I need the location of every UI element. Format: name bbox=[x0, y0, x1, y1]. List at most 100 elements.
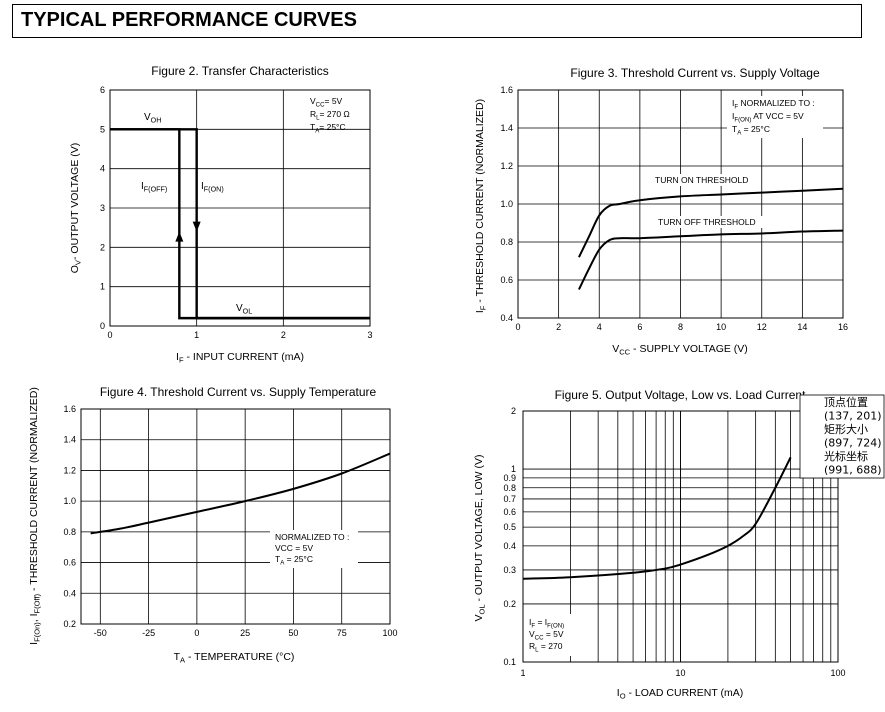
y-tick-label: 3 bbox=[100, 203, 105, 213]
fig3-plot-frame bbox=[517, 89, 844, 319]
y-tick-label: 1.6 bbox=[500, 85, 513, 95]
x-tick-label: 16 bbox=[838, 322, 848, 332]
y-tick-label: 0.1 bbox=[503, 657, 516, 667]
x-tick-label: 8 bbox=[678, 322, 683, 332]
y-tick-label: 0 bbox=[100, 321, 105, 331]
y-tick-label: 0.4 bbox=[500, 313, 513, 323]
fig5-y-axis-label: VOL - OUTPUT VOLTAGE, LOW (V) bbox=[473, 454, 487, 621]
fig5-plot-frame bbox=[522, 410, 839, 663]
y-tick-label: 0.7 bbox=[503, 494, 516, 504]
x-tick-label: 2 bbox=[556, 322, 561, 332]
x-tick-label: 10 bbox=[716, 322, 726, 332]
fig4-note-bg bbox=[270, 530, 358, 568]
y-tick-label: 1 bbox=[100, 282, 105, 292]
fig3-x-axis-label: VCC - SUPPLY VOLTAGE (V) bbox=[612, 343, 748, 357]
fig3-note-line1: IF NORMALIZED TO : bbox=[732, 98, 815, 111]
x-tick-label: 10 bbox=[675, 668, 685, 678]
fig4-threshold-curve bbox=[90, 452, 391, 535]
x-tick-label: 3 bbox=[367, 330, 372, 340]
y-tick-label: 0.5 bbox=[503, 522, 516, 532]
y-tick-label: 1.0 bbox=[63, 496, 76, 506]
y-tick-label: 0.6 bbox=[503, 507, 516, 517]
fig5-note-line1: IF = IF(ON) bbox=[529, 617, 564, 630]
fig3-title: Figure 3. Threshold Current vs. Supply V… bbox=[570, 66, 820, 80]
fig3-label-bg bbox=[652, 216, 766, 228]
fig2-cond-rl: RL= 270 Ω bbox=[310, 109, 350, 122]
fig3-turn-on-curve bbox=[578, 187, 844, 258]
fig2-vol-label: VOL bbox=[236, 303, 252, 316]
y-tick-label: 2 bbox=[511, 406, 516, 416]
fig5-note-bg bbox=[526, 614, 574, 656]
y-tick-label: 1.2 bbox=[63, 465, 76, 475]
fig4-x-axis-label: TA - TEMPERATURE (°C) bbox=[174, 651, 295, 665]
fig3-note-line3: TA = 25°C bbox=[732, 124, 770, 137]
y-tick-label: 4 bbox=[100, 164, 105, 174]
fig4-note-line1: NORMALIZED TO : bbox=[275, 532, 349, 542]
fig3-turn-on-label: TURN ON THRESHOLD bbox=[655, 175, 748, 185]
fig3-turn-off-curve bbox=[578, 229, 844, 290]
fig2-ion-line bbox=[110, 128, 370, 320]
fig5-x-axis-label: IO - LOAD CURRENT (mA) bbox=[617, 687, 743, 701]
x-tick-label: 0 bbox=[515, 322, 520, 332]
x-tick-label: 25 bbox=[240, 628, 250, 638]
x-tick-label: 100 bbox=[830, 668, 845, 678]
section-header: TYPICAL PERFORMANCE CURVES bbox=[12, 4, 862, 38]
y-tick-label: 0.4 bbox=[503, 541, 516, 551]
section-title: TYPICAL PERFORMANCE CURVES bbox=[21, 9, 357, 31]
fig5-note-line3: RL = 270 bbox=[529, 641, 563, 654]
y-tick-label: 0.6 bbox=[63, 558, 76, 568]
x-tick-label: 0 bbox=[107, 330, 112, 340]
y-tick-label: 6 bbox=[100, 85, 105, 95]
fig3-y-axis-label: IF - THRESHOLD CURRENT (NORMALIZED) bbox=[474, 99, 488, 313]
x-tick-label: -50 bbox=[94, 628, 107, 638]
fig3-turn-off-label: TURN OFF THRESHOLD bbox=[658, 217, 756, 227]
y-tick-label: 0.3 bbox=[503, 565, 516, 575]
fig2-voh-label: VOH bbox=[144, 112, 161, 125]
x-tick-label: 1 bbox=[194, 330, 199, 340]
fig5-note-line2: VCC = 5V bbox=[529, 629, 564, 642]
y-tick-label: 0.9 bbox=[503, 473, 516, 483]
x-tick-label: -25 bbox=[142, 628, 155, 638]
y-tick-label: 1.2 bbox=[500, 161, 513, 171]
y-tick-label: 0.8 bbox=[500, 237, 513, 247]
fig2-down-arrow bbox=[192, 221, 201, 232]
y-tick-label: 2 bbox=[100, 242, 105, 252]
x-tick-label: 2 bbox=[281, 330, 286, 340]
x-tick-label: 0 bbox=[194, 628, 199, 638]
x-tick-label: 14 bbox=[797, 322, 807, 332]
x-tick-label: 1 bbox=[520, 668, 525, 678]
fig2-cond-vcc: VCC= 5V bbox=[310, 96, 343, 109]
fig2-ion-label: IF(ON) bbox=[201, 181, 224, 194]
overlay-line: (137, 201) bbox=[824, 410, 882, 423]
y-tick-label: 0.8 bbox=[63, 527, 76, 537]
overlay-line: 矩形大小 bbox=[824, 422, 868, 436]
y-tick-label: 0.6 bbox=[500, 275, 513, 285]
fig2-ioff-line bbox=[110, 128, 370, 320]
fig4-note-line3: TA = 25°C bbox=[275, 554, 313, 567]
x-tick-label: 4 bbox=[597, 322, 602, 332]
fig3-note-bg bbox=[727, 96, 823, 138]
fig2-plot-frame bbox=[109, 89, 371, 327]
x-tick-label: 50 bbox=[288, 628, 298, 638]
fig2-up-arrow bbox=[175, 231, 184, 242]
y-tick-label: 0.2 bbox=[63, 619, 76, 629]
fig2-title: Figure 2. Transfer Characteristics bbox=[151, 64, 328, 78]
x-tick-label: 75 bbox=[337, 628, 347, 638]
overlay-line: (897, 724) bbox=[824, 437, 882, 450]
fig5-title: Figure 5. Output Voltage, Low vs. Load C… bbox=[555, 388, 806, 402]
y-tick-label: 0.2 bbox=[503, 599, 516, 609]
y-tick-label: 1 bbox=[511, 464, 516, 474]
fig5-vol-curve bbox=[522, 456, 792, 580]
overlay-line: 光标坐标 bbox=[824, 449, 868, 463]
info-overlay-box bbox=[799, 394, 885, 479]
overlay-line: 顶点位置 bbox=[824, 395, 868, 409]
overlay-line: (991, 688) bbox=[824, 464, 882, 477]
fig4-y-axis-label: IF(On), IF(Off) - THRESHOLD CURRENT (NOR… bbox=[28, 387, 42, 645]
x-tick-label: 100 bbox=[382, 628, 397, 638]
x-tick-label: 6 bbox=[637, 322, 642, 332]
fig4-plot-frame bbox=[80, 408, 391, 625]
fig2-y-axis-label: OV- OUTPUT VOLTAGE (V) bbox=[69, 143, 83, 273]
y-tick-label: 1.0 bbox=[500, 199, 513, 209]
y-tick-label: 1.6 bbox=[63, 404, 76, 414]
